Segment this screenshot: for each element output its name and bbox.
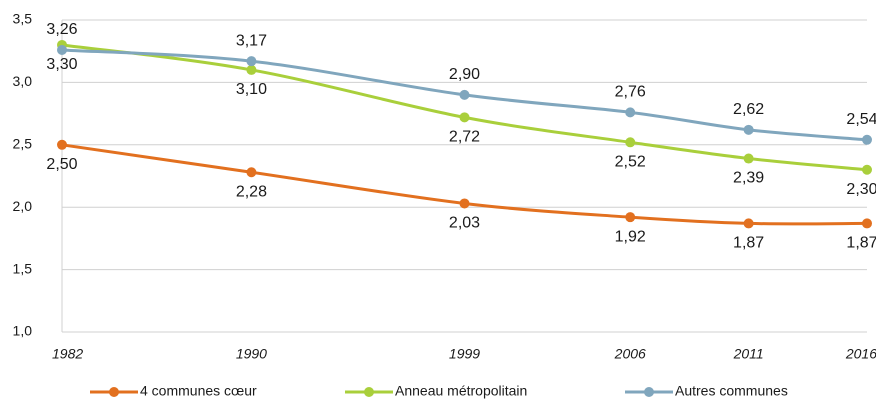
data-point	[246, 167, 257, 178]
data-label: 2,50	[46, 156, 77, 173]
data-point	[459, 112, 470, 123]
data-label: 2,39	[733, 170, 764, 187]
data-point	[57, 44, 67, 55]
y-tick-label: 1,5	[13, 260, 33, 276]
data-label: 1,87	[733, 235, 764, 252]
data-label: 2,90	[449, 66, 480, 83]
data-label: 2,72	[449, 129, 480, 146]
y-tick-label: 2,0	[13, 198, 33, 214]
data-point	[743, 124, 754, 135]
x-tick-label: 1999	[449, 346, 480, 362]
data-label: 2,54	[846, 111, 876, 128]
data-label: 3,30	[46, 56, 77, 73]
data-point	[459, 89, 470, 100]
data-point	[625, 212, 636, 223]
legend-marker	[364, 387, 374, 397]
data-label: 2,03	[449, 215, 480, 232]
data-point	[862, 164, 872, 175]
x-tick-label: 1990	[236, 346, 267, 362]
data-point	[459, 198, 470, 209]
data-point	[246, 56, 257, 67]
legend-label: Autres communes	[675, 383, 788, 399]
data-label: 2,62	[733, 101, 764, 118]
data-point	[743, 218, 754, 229]
data-point	[246, 64, 257, 75]
data-label: 3,10	[236, 81, 267, 98]
legend-label: 4 communes cœur	[140, 383, 257, 399]
y-tick-label: 1,0	[13, 323, 33, 339]
data-point	[862, 134, 872, 145]
data-label: 1,92	[615, 228, 646, 245]
data-label: 2,30	[846, 181, 876, 198]
legend-label: Anneau métropolitain	[395, 383, 527, 399]
legend-marker	[644, 387, 654, 397]
data-label: 2,76	[615, 84, 646, 101]
data-label: 1,87	[846, 235, 876, 252]
data-point	[743, 153, 754, 164]
data-point	[862, 218, 872, 229]
y-tick-label: 2,5	[13, 136, 33, 152]
data-label: 2,52	[615, 154, 646, 171]
data-label: 2,28	[236, 183, 267, 200]
legend-marker	[109, 387, 119, 397]
x-tick-label: 2011	[733, 346, 764, 362]
data-point	[57, 139, 67, 150]
data-label: 3,17	[236, 32, 267, 49]
x-tick-label: 1982	[52, 346, 83, 362]
x-tick-label: 2016	[845, 346, 876, 362]
y-tick-label: 3,0	[13, 73, 33, 89]
data-point	[625, 137, 636, 148]
x-tick-label: 2006	[614, 346, 646, 362]
y-tick-label: 3,5	[13, 11, 33, 27]
data-label: 3,26	[46, 21, 77, 38]
data-point	[625, 107, 636, 118]
